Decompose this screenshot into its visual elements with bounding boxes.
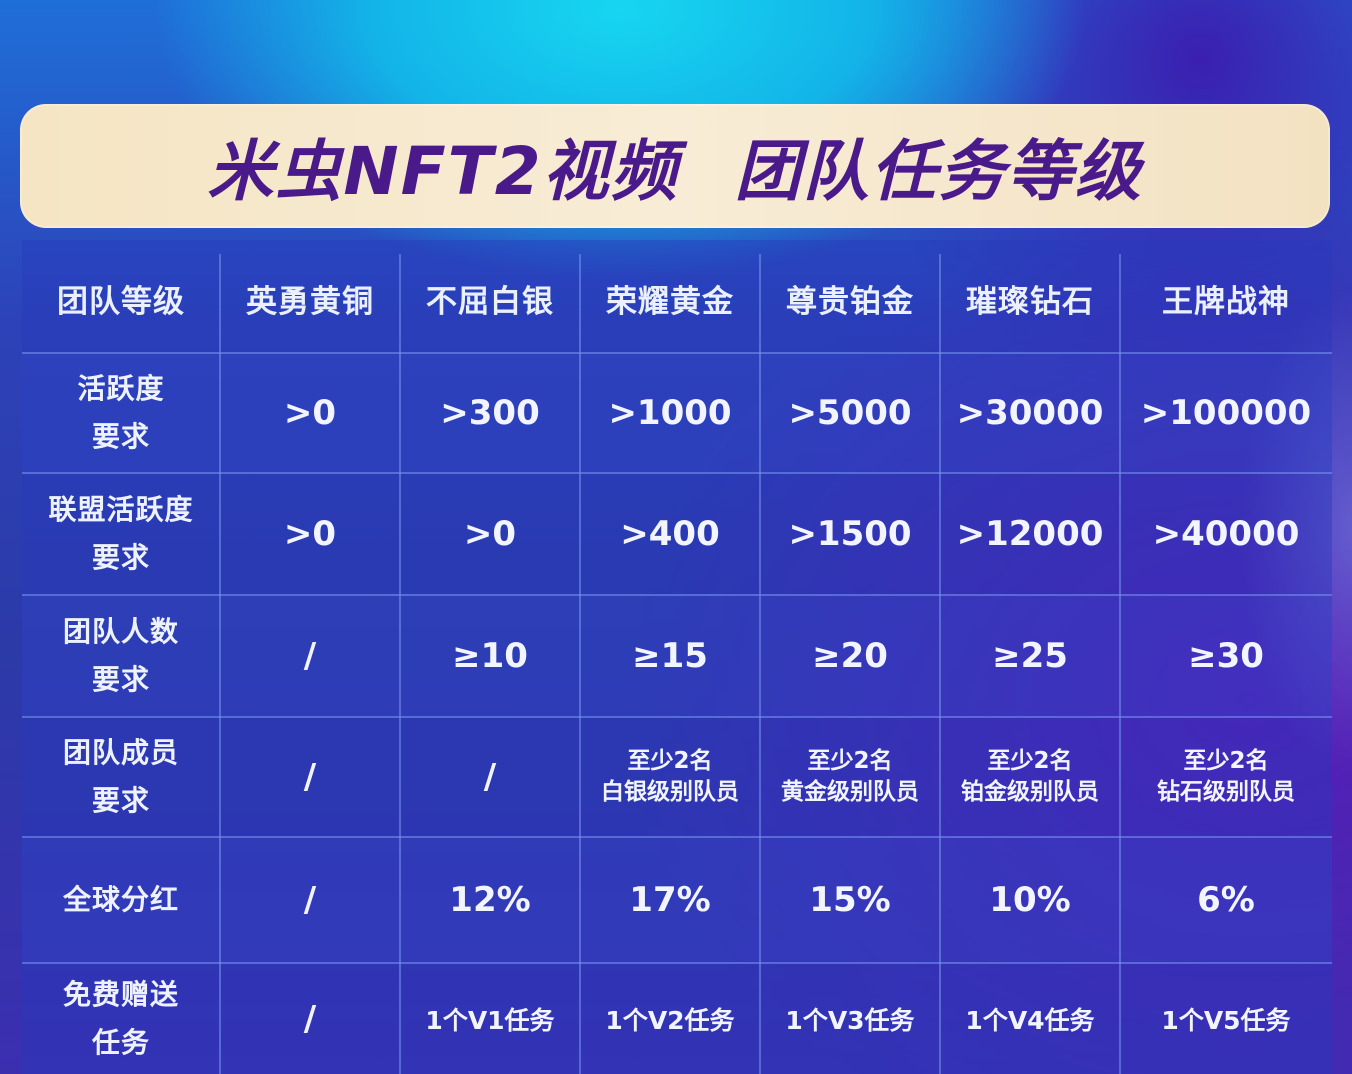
page-title: 米虫NFT2视频 团队任务等级 [207, 118, 1142, 214]
row-label-line: 团队成员 [62, 736, 179, 769]
table-cell: >300 [440, 393, 540, 433]
cell-line: 至少2名 [1183, 748, 1269, 774]
cell-line: 至少2名 [627, 748, 713, 774]
table-cell: / [303, 636, 317, 676]
table-cell: / [220, 717, 400, 837]
header-level: 王牌战神 [1162, 284, 1290, 320]
table-cell: ≥20 [812, 636, 888, 676]
cell-line: 至少2名 [807, 748, 893, 774]
cell-line: / [303, 757, 317, 797]
table-cell: / [400, 717, 580, 837]
row-label-line: 免费赠送 [62, 977, 179, 1011]
table-cell: 12% [449, 880, 531, 920]
table-row-background [22, 353, 1332, 473]
row-label: 全球分红 [22, 837, 220, 963]
row-label-line: 要求 [91, 784, 150, 817]
table-column-divider [579, 254, 581, 1074]
table-cell: 10% [989, 880, 1071, 920]
table-row-background [22, 717, 1332, 837]
table-cell: ≥25 [992, 636, 1068, 676]
row-label: 联盟活跃度 要求 [22, 473, 220, 595]
table-cell: 1个V1任务 [425, 1005, 555, 1035]
table-cell: ≥15 [632, 636, 708, 676]
row-label-line: 团队人数 [62, 615, 179, 648]
table-cell: >30000 [956, 393, 1104, 433]
table-row-divider [22, 836, 1332, 838]
table-cell: 15% [809, 880, 891, 920]
table-cell: ≥30 [1188, 636, 1264, 676]
team-level-table: 团队等级 英勇黄铜 不屈白银 荣耀黄金 尊贵铂金 璀璨钻石 王牌战神活跃度要求 >0 >300 >… [22, 240, 1332, 1074]
table-row-background [22, 595, 1332, 717]
table-cell: 17% [629, 880, 711, 920]
table-cell: >100000 [1140, 393, 1312, 433]
cell-line: 至少2名 [987, 748, 1073, 774]
cell-line: 黄金级别队员 [781, 779, 919, 805]
cell-line: 钻石级别队员 [1157, 779, 1295, 805]
header-level: 璀璨钻石 [966, 284, 1094, 320]
header-level: 荣耀黄金 [606, 284, 734, 320]
table-row-divider [22, 472, 1332, 474]
header-label: 团队等级 [57, 284, 185, 320]
table-cell: / [303, 998, 317, 1039]
row-label-line: 活跃度 [77, 372, 165, 405]
table-cell: 1个V3任务 [785, 1005, 915, 1035]
title-part-2: 团队任务等级 [734, 133, 1143, 210]
table-cell: >12000 [956, 514, 1104, 554]
cell-line: 铂金级别队员 [961, 779, 1099, 805]
background-glow [1112, 230, 1352, 830]
table-cell: 1个V2任务 [605, 1005, 735, 1035]
table-row-background [22, 963, 1332, 1074]
row-label: 免费赠送 任务 [22, 963, 220, 1074]
cell-line: / [483, 757, 497, 797]
table-cell: >5000 [788, 393, 912, 433]
table-cell: >1000 [608, 393, 732, 433]
table-column-divider [1119, 254, 1121, 1074]
table-cell: 至少2名钻石级别队员 [1120, 717, 1332, 837]
table-column-divider [219, 254, 221, 1074]
row-label: 团队人数 要求 [22, 595, 220, 717]
table-cell: >0 [283, 393, 337, 433]
row-label: 活跃度 要求 [22, 353, 220, 473]
table-row-divider [22, 962, 1332, 964]
table-column-divider [939, 254, 941, 1074]
table-cell: >0 [463, 514, 517, 554]
table-cell: >0 [283, 514, 337, 554]
table-cell: 1个V4任务 [965, 1005, 1095, 1035]
row-label-line: 要求 [91, 541, 150, 574]
table-row-divider [22, 716, 1332, 718]
table-row-divider [22, 594, 1332, 596]
table-cell: ≥10 [452, 636, 528, 676]
table-cell: >1500 [788, 514, 912, 554]
title-banner: 米虫NFT2视频 团队任务等级 [20, 104, 1330, 228]
table-row-background [22, 473, 1332, 595]
row-label-line: 要求 [91, 420, 150, 453]
table-cell: / [303, 880, 317, 920]
cell-line: 白银级别队员 [601, 779, 739, 805]
table-column-divider [399, 254, 401, 1074]
title-part-1: 米虫NFT2视频 [207, 133, 679, 210]
row-label-line: 要求 [91, 663, 150, 696]
header-level: 尊贵铂金 [786, 284, 914, 320]
row-label-line: 联盟活跃度 [48, 493, 194, 526]
table-row-background [22, 837, 1332, 963]
row-label-line: 任务 [91, 1025, 150, 1059]
table-cell: 至少2名白银级别队员 [580, 717, 760, 837]
table-column-divider [759, 254, 761, 1074]
header-level: 不屈白银 [426, 284, 554, 320]
table-cell: 1个V5任务 [1161, 1005, 1291, 1035]
table-cell: 至少2名铂金级别队员 [940, 717, 1120, 837]
table-row-divider [22, 352, 1332, 354]
table-cell: >400 [620, 514, 720, 554]
table-cell: 6% [1197, 880, 1255, 920]
table-cell: 至少2名黄金级别队员 [760, 717, 940, 837]
table-row-background [22, 240, 1332, 353]
table-cell: >40000 [1152, 514, 1300, 554]
row-label: 团队成员 要求 [22, 717, 220, 837]
row-label-line: 全球分红 [62, 883, 179, 916]
header-level: 英勇黄铜 [246, 284, 374, 320]
